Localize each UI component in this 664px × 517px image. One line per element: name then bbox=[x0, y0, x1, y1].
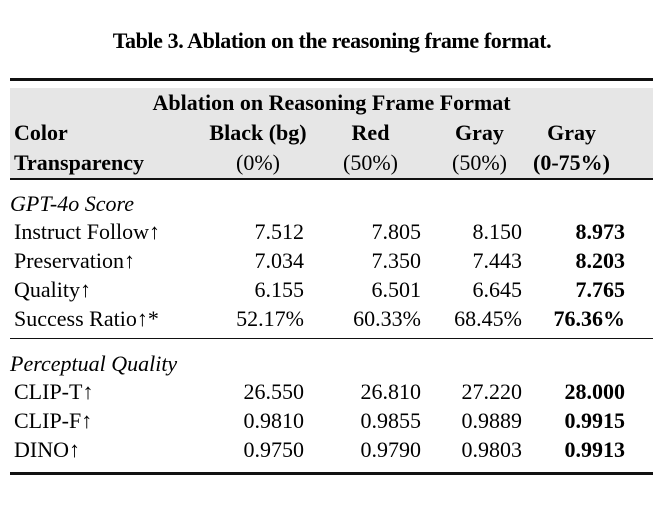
section-gpt4o-score: GPT-4o Score Instruct Follow↑ 7.512 7.80… bbox=[10, 179, 654, 339]
table-row-dino: DINO↑ 0.9750 0.9790 0.9803 0.9913 bbox=[10, 435, 654, 475]
cell: 6.501 bbox=[371, 276, 422, 302]
cell: 68.45% bbox=[429, 304, 530, 339]
table-row-quality: Quality↑ 6.155 6.501 6.645 7.765 bbox=[10, 275, 653, 304]
table-row-clip-t: CLIP-T↑ 26.550 26.810 27.220 28.000 bbox=[10, 377, 653, 406]
cell: 7.350 bbox=[371, 247, 422, 273]
cell: 0.9889 bbox=[461, 407, 523, 433]
col-header-gray-075: Gray bbox=[530, 118, 654, 148]
ablation-table-container: Ablation on Reasoning Frame Format Color… bbox=[10, 78, 654, 475]
band-title-row: Ablation on Reasoning Frame Format bbox=[10, 88, 654, 118]
cell-best: 0.9915 bbox=[564, 407, 626, 433]
cell: 7.512 bbox=[254, 218, 305, 244]
col-subheader-50pct-red: (50%) bbox=[312, 148, 429, 180]
cell-best: 0.9913 bbox=[530, 435, 654, 475]
row-label: DINO↑ bbox=[10, 435, 204, 475]
cell-best: 8.203 bbox=[575, 247, 626, 273]
row-label: Quality↑ bbox=[14, 276, 91, 302]
cell: 52.17% bbox=[204, 304, 312, 339]
row-label: CLIP-F↑ bbox=[14, 407, 93, 433]
cell-best: 7.765 bbox=[575, 276, 626, 302]
row-label: Preservation↑ bbox=[14, 247, 135, 273]
ablation-table: Ablation on Reasoning Frame Format Color… bbox=[10, 88, 654, 475]
cell: 26.810 bbox=[360, 378, 422, 404]
cell: 0.9810 bbox=[243, 407, 305, 433]
cell: 0.9855 bbox=[360, 407, 422, 433]
col-subheader-50pct-gray: (50%) bbox=[429, 148, 530, 180]
cell: 8.150 bbox=[472, 218, 523, 244]
col-header-red: Red bbox=[312, 118, 429, 148]
cell: 7.805 bbox=[371, 218, 422, 244]
section-perceptual-quality: Perceptual Quality CLIP-T↑ 26.550 26.810… bbox=[10, 339, 654, 475]
col-header-gray-50: Gray bbox=[429, 118, 530, 148]
col-subheader-0pct: (0%) bbox=[204, 148, 312, 180]
table-row-preservation: Preservation↑ 7.034 7.350 7.443 8.203 bbox=[10, 246, 653, 275]
cell: 0.9790 bbox=[312, 435, 429, 475]
col-header-transparency: Transparency bbox=[10, 148, 204, 180]
table-row-instruct-follow: Instruct Follow↑ 7.512 7.805 8.150 8.973 bbox=[10, 217, 653, 246]
header-row-color: Color Black (bg) Red Gray Gray bbox=[10, 118, 654, 148]
section-title-row: GPT-4o Score bbox=[10, 179, 653, 217]
cell: 6.155 bbox=[254, 276, 305, 302]
table-header: Ablation on Reasoning Frame Format Color… bbox=[10, 88, 654, 180]
cell-best: 8.973 bbox=[575, 218, 626, 244]
col-header-color: Color bbox=[10, 118, 204, 148]
table-caption: Table 3. Ablation on the reasoning frame… bbox=[112, 28, 552, 53]
section-title-row: Perceptual Quality bbox=[10, 339, 653, 378]
cell-best: 28.000 bbox=[564, 378, 626, 404]
row-label: Success Ratio↑* bbox=[10, 304, 204, 339]
cell: 7.034 bbox=[254, 247, 305, 273]
cell: 7.443 bbox=[472, 247, 523, 273]
row-label: Instruct Follow↑ bbox=[14, 218, 161, 244]
cell: 26.550 bbox=[243, 378, 305, 404]
cell: 60.33% bbox=[312, 304, 429, 339]
cell: 0.9750 bbox=[204, 435, 312, 475]
row-label: CLIP-T↑ bbox=[14, 378, 94, 404]
section-title-perceptual: Perceptual Quality bbox=[10, 350, 178, 376]
top-rule bbox=[10, 78, 653, 81]
cell: 0.9803 bbox=[429, 435, 530, 475]
col-header-black-bg: Black (bg) bbox=[204, 118, 312, 148]
cell-best: 76.36% bbox=[530, 304, 654, 339]
header-row-transparency: Transparency (0%) (50%) (50%) (0-75%) bbox=[10, 148, 654, 180]
cell: 6.645 bbox=[472, 276, 523, 302]
col-subheader-0-75pct: (0-75%) bbox=[530, 148, 654, 180]
table-row-success-ratio: Success Ratio↑* 52.17% 60.33% 68.45% 76.… bbox=[10, 304, 654, 339]
cell: 27.220 bbox=[461, 378, 523, 404]
table-row-clip-f: CLIP-F↑ 0.9810 0.9855 0.9889 0.9915 bbox=[10, 406, 653, 435]
section-title-gpt4o: GPT-4o Score bbox=[10, 190, 135, 216]
band-title: Ablation on Reasoning Frame Format bbox=[10, 88, 654, 118]
